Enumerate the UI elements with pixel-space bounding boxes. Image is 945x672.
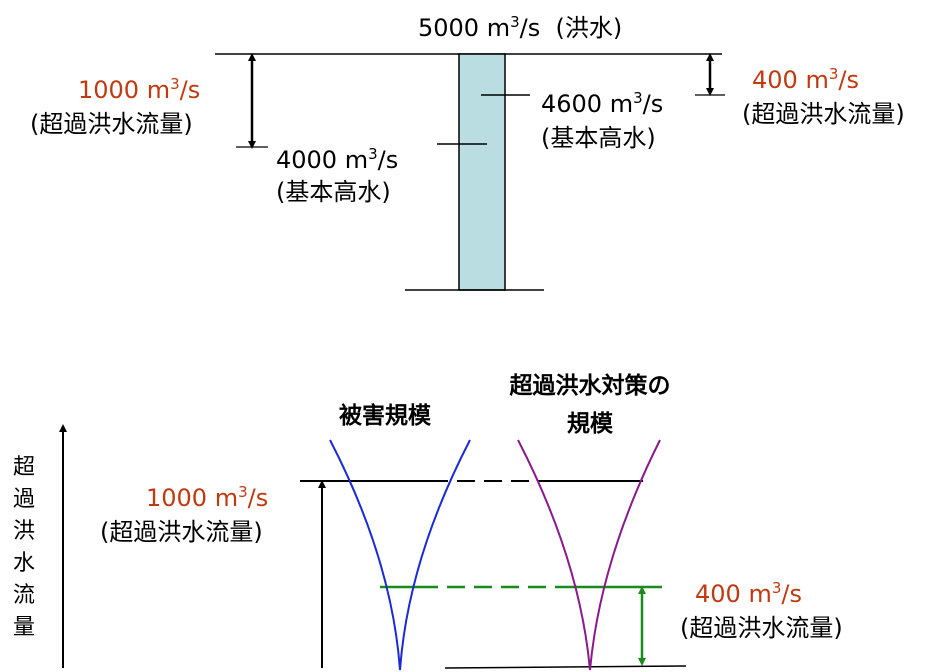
right-excess-label: (超過洪水流量) xyxy=(742,100,905,128)
left-basic-label: (基本高水) xyxy=(276,178,391,206)
right-basic-label: (基本高水) xyxy=(541,124,656,152)
countermeasure-title-line1: 超過洪水対策の xyxy=(509,373,671,399)
left-excess-value: 1000 m3/s xyxy=(78,75,201,104)
damage-scale-curve xyxy=(329,439,471,671)
left-basic-value: 4000 m3/s xyxy=(276,145,399,174)
countermeasure-title-line2: 規模 xyxy=(567,411,613,437)
y-axis-char: 洪 xyxy=(12,519,35,544)
excess-1000-value: 1000 m3/s xyxy=(146,483,269,512)
excess-400-label: (超過洪水流量) xyxy=(680,614,843,642)
flood-total-label: 5000 m3/s (洪水) xyxy=(418,13,623,42)
right-excess-value: 400 m3/s xyxy=(752,65,859,94)
y-axis-char: 水 xyxy=(12,551,35,576)
damage-scale-title: 被害規模 xyxy=(339,403,431,429)
left-excess-label: (超過洪水流量) xyxy=(30,110,193,138)
y-axis-char: 量 xyxy=(12,615,35,640)
y-axis-char: 超 xyxy=(12,455,35,480)
right-basic-value: 4600 m3/s xyxy=(541,89,664,118)
base-line-bottom xyxy=(444,665,687,669)
channel-capacity-bar xyxy=(458,53,506,291)
countermeasure-scale-curve xyxy=(517,439,661,671)
y-axis-label: 超 過 洪 水 流 量 xyxy=(10,452,38,644)
excess-1000-label: (超過洪水流量) xyxy=(100,518,263,546)
y-axis-char: 流 xyxy=(12,583,35,608)
excess-400-value: 400 m3/s xyxy=(695,579,802,608)
y-axis-char: 過 xyxy=(12,487,35,512)
